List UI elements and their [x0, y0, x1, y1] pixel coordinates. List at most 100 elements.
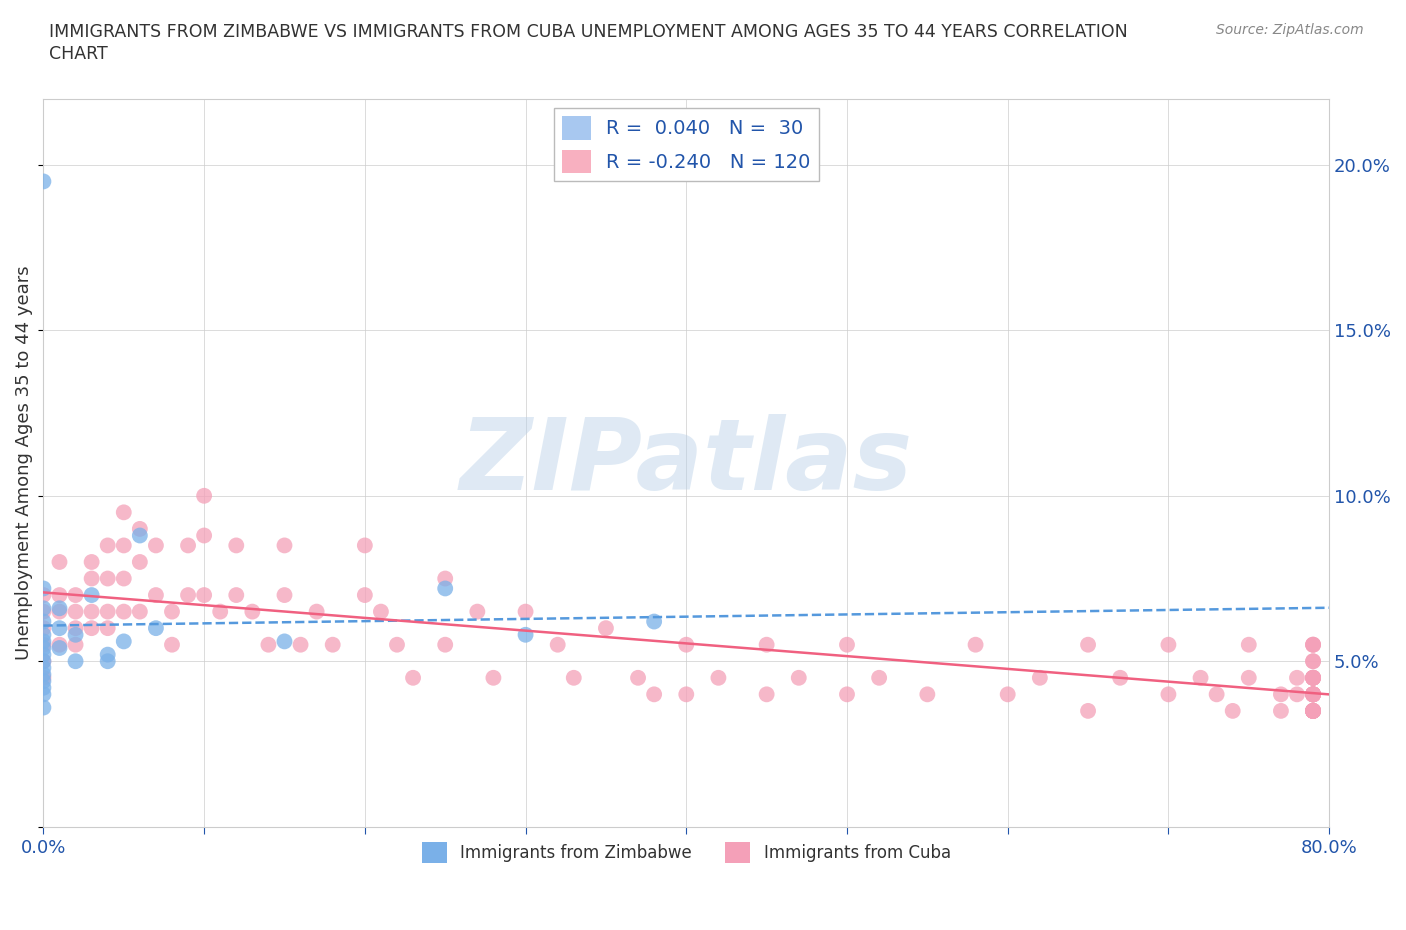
- Point: [32, 604, 55, 619]
- Point: [917, 687, 939, 702]
- Point: [32, 647, 55, 662]
- Point: [65, 620, 87, 635]
- Point: [643, 687, 665, 702]
- Point: [32, 654, 55, 669]
- Point: [868, 671, 890, 685]
- Point: [1302, 654, 1324, 669]
- Point: [112, 634, 135, 649]
- Point: [32, 637, 55, 652]
- Point: [112, 571, 135, 586]
- Point: [1302, 703, 1324, 718]
- Point: [1302, 703, 1324, 718]
- Point: [755, 637, 778, 652]
- Point: [434, 571, 457, 586]
- Point: [322, 637, 344, 652]
- Point: [32, 581, 55, 596]
- Point: [1302, 687, 1324, 702]
- Point: [193, 588, 215, 603]
- Point: [1189, 671, 1212, 685]
- Text: Source: ZipAtlas.com: Source: ZipAtlas.com: [1216, 23, 1364, 37]
- Point: [1270, 703, 1292, 718]
- Text: CHART: CHART: [49, 45, 108, 62]
- Point: [1302, 671, 1324, 685]
- Point: [1302, 637, 1324, 652]
- Y-axis label: Unemployment Among Ages 35 to 44 years: Unemployment Among Ages 35 to 44 years: [15, 265, 32, 660]
- Point: [1222, 703, 1244, 718]
- Text: ZIPatlas: ZIPatlas: [460, 414, 912, 512]
- Point: [835, 687, 858, 702]
- Point: [1302, 671, 1324, 685]
- Point: [32, 671, 55, 685]
- Point: [160, 637, 183, 652]
- Point: [1285, 671, 1308, 685]
- Point: [32, 700, 55, 715]
- Point: [32, 628, 55, 643]
- Point: [32, 660, 55, 675]
- Point: [1157, 637, 1180, 652]
- Point: [128, 522, 150, 537]
- Point: [48, 620, 70, 635]
- Point: [434, 637, 457, 652]
- Point: [1302, 703, 1324, 718]
- Point: [97, 620, 120, 635]
- Point: [1302, 703, 1324, 718]
- Point: [32, 687, 55, 702]
- Point: [787, 671, 810, 685]
- Point: [145, 588, 167, 603]
- Point: [1302, 703, 1324, 718]
- Point: [1077, 637, 1099, 652]
- Point: [370, 604, 392, 619]
- Point: [160, 604, 183, 619]
- Point: [65, 588, 87, 603]
- Point: [835, 637, 858, 652]
- Point: [1302, 687, 1324, 702]
- Point: [1302, 687, 1324, 702]
- Point: [112, 505, 135, 520]
- Text: IMMIGRANTS FROM ZIMBABWE VS IMMIGRANTS FROM CUBA UNEMPLOYMENT AMONG AGES 35 TO 4: IMMIGRANTS FROM ZIMBABWE VS IMMIGRANTS F…: [49, 23, 1128, 41]
- Point: [32, 620, 55, 635]
- Point: [128, 554, 150, 569]
- Point: [707, 671, 730, 685]
- Point: [128, 604, 150, 619]
- Point: [1029, 671, 1052, 685]
- Point: [353, 588, 375, 603]
- Point: [1302, 687, 1324, 702]
- Point: [643, 614, 665, 629]
- Point: [80, 588, 103, 603]
- Point: [48, 641, 70, 656]
- Point: [32, 673, 55, 688]
- Point: [193, 528, 215, 543]
- Point: [1302, 637, 1324, 652]
- Point: [482, 671, 505, 685]
- Point: [1302, 687, 1324, 702]
- Point: [1302, 687, 1324, 702]
- Point: [562, 671, 585, 685]
- Point: [80, 571, 103, 586]
- Point: [80, 604, 103, 619]
- Point: [225, 538, 247, 552]
- Point: [1302, 703, 1324, 718]
- Point: [209, 604, 232, 619]
- Point: [193, 488, 215, 503]
- Point: [32, 174, 55, 189]
- Point: [145, 538, 167, 552]
- Point: [97, 538, 120, 552]
- Point: [1270, 687, 1292, 702]
- Point: [1302, 703, 1324, 718]
- Point: [1285, 687, 1308, 702]
- Point: [273, 538, 295, 552]
- Point: [48, 554, 70, 569]
- Point: [1302, 671, 1324, 685]
- Point: [1302, 671, 1324, 685]
- Point: [1077, 703, 1099, 718]
- Point: [32, 641, 55, 656]
- Point: [32, 654, 55, 669]
- Point: [675, 637, 697, 652]
- Point: [402, 671, 425, 685]
- Point: [273, 634, 295, 649]
- Point: [1302, 687, 1324, 702]
- Point: [1302, 687, 1324, 702]
- Point: [1205, 687, 1227, 702]
- Point: [65, 604, 87, 619]
- Point: [128, 528, 150, 543]
